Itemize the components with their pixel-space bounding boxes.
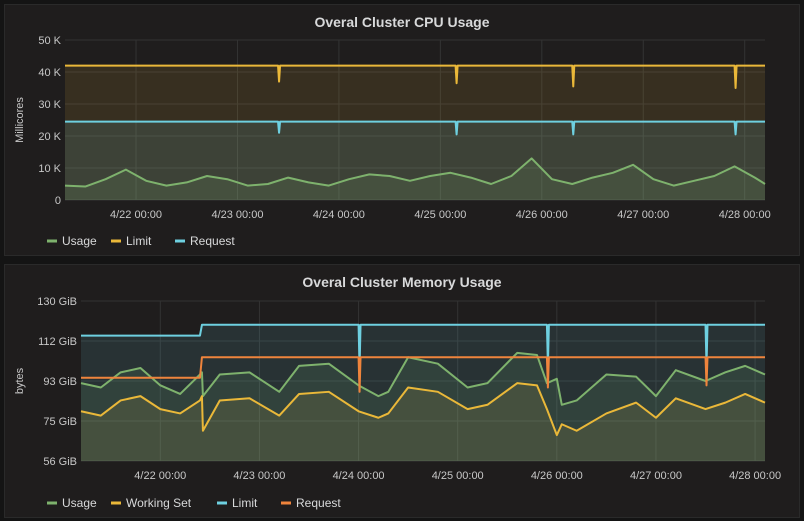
cpu-series-fill-limit [65,65,765,200]
cpu-y-tick-label: 10 K [38,163,61,175]
cpu-legend-usage: Usage [62,234,97,248]
memory-y-tick-label: 75 GiB [43,416,77,428]
memory-series-fill-limit [81,324,765,461]
memory-chart-title[interactable]: Overal Cluster Memory Usage [302,274,502,290]
memory-legend-usage: Usage [62,496,97,510]
cpu-x-tick-label: 4/28 00:00 [719,209,771,221]
cpu-x-tick-label: 4/27 00:00 [617,209,669,221]
cpu-legend-limit: Limit [126,234,152,248]
memory-legend-limit: Limit [232,496,258,510]
cpu-series-line-usage [64,157,766,188]
memory-x-tick-label: 4/26 00:00 [531,470,583,482]
cpu-series-line-request [65,120,765,136]
memory-x-tick-label: 4/24 00:00 [333,470,385,482]
memory-y-axis-label: bytes [14,367,26,394]
cpu-y-tick-label: 50 K [38,35,61,47]
memory-series-fill-working-set [81,383,765,461]
cpu-y-axis-label: Millicores [14,97,26,143]
memory-legend-working-set: Working Set [126,496,192,510]
memory-y-tick-label: 130 GiB [37,296,77,308]
cpu-chart-title[interactable]: Overal Cluster CPU Usage [314,14,490,30]
memory-series-fill-usage [81,352,765,461]
cpu-y-tick-label: 20 K [38,131,61,143]
memory-usage-chart: bytes 56 GiB 75 GiB 93 GiB 112 GiB 130 GiB 4/2… [14,296,781,510]
cpu-legend-request: Request [190,234,235,248]
memory-x-tick-label: 4/23 00:00 [233,470,285,482]
cpu-y-tick-label: 30 K [38,99,61,111]
cpu-series-fill-request [65,121,765,200]
cpu-x-tick-label: 4/23 00:00 [211,209,263,221]
memory-y-tick-label: 93 GiB [43,376,77,388]
cpu-y-tick-label: 0 [55,195,61,207]
cpu-usage-panel: Overal Cluster CPU Usage Millicores 0 10 K… [4,4,800,256]
memory-series-line-request [81,356,765,393]
cpu-series-fill-usage [65,158,765,200]
memory-legend-request: Request [296,496,341,510]
memory-y-tick-label: 56 GiB [43,456,77,468]
cpu-x-tick-label: 4/26 00:00 [516,209,568,221]
cpu-x-tick-label: 4/22 00:00 [110,209,162,221]
cpu-y-tick-label: 40 K [38,67,61,79]
memory-x-tick-label: 4/25 00:00 [432,470,484,482]
cpu-usage-chart: Millicores 0 10 K 20 K 30 K 40 K 50 K 4/22 00:0… [14,35,771,248]
memory-x-tick-label: 4/27 00:00 [630,470,682,482]
memory-usage-panel: Overal Cluster Memory Usage bytes 56 GiB 7… [4,264,800,518]
memory-x-tick-label: 4/28 00:00 [729,470,781,482]
memory-series-line-working-set [80,382,766,437]
memory-x-tick-label: 4/22 00:00 [134,470,186,482]
cpu-x-tick-label: 4/24 00:00 [313,209,365,221]
cpu-x-tick-label: 4/25 00:00 [414,209,466,221]
memory-y-tick-label: 112 GiB [38,336,77,348]
cpu-series-line-limit [65,64,765,89]
